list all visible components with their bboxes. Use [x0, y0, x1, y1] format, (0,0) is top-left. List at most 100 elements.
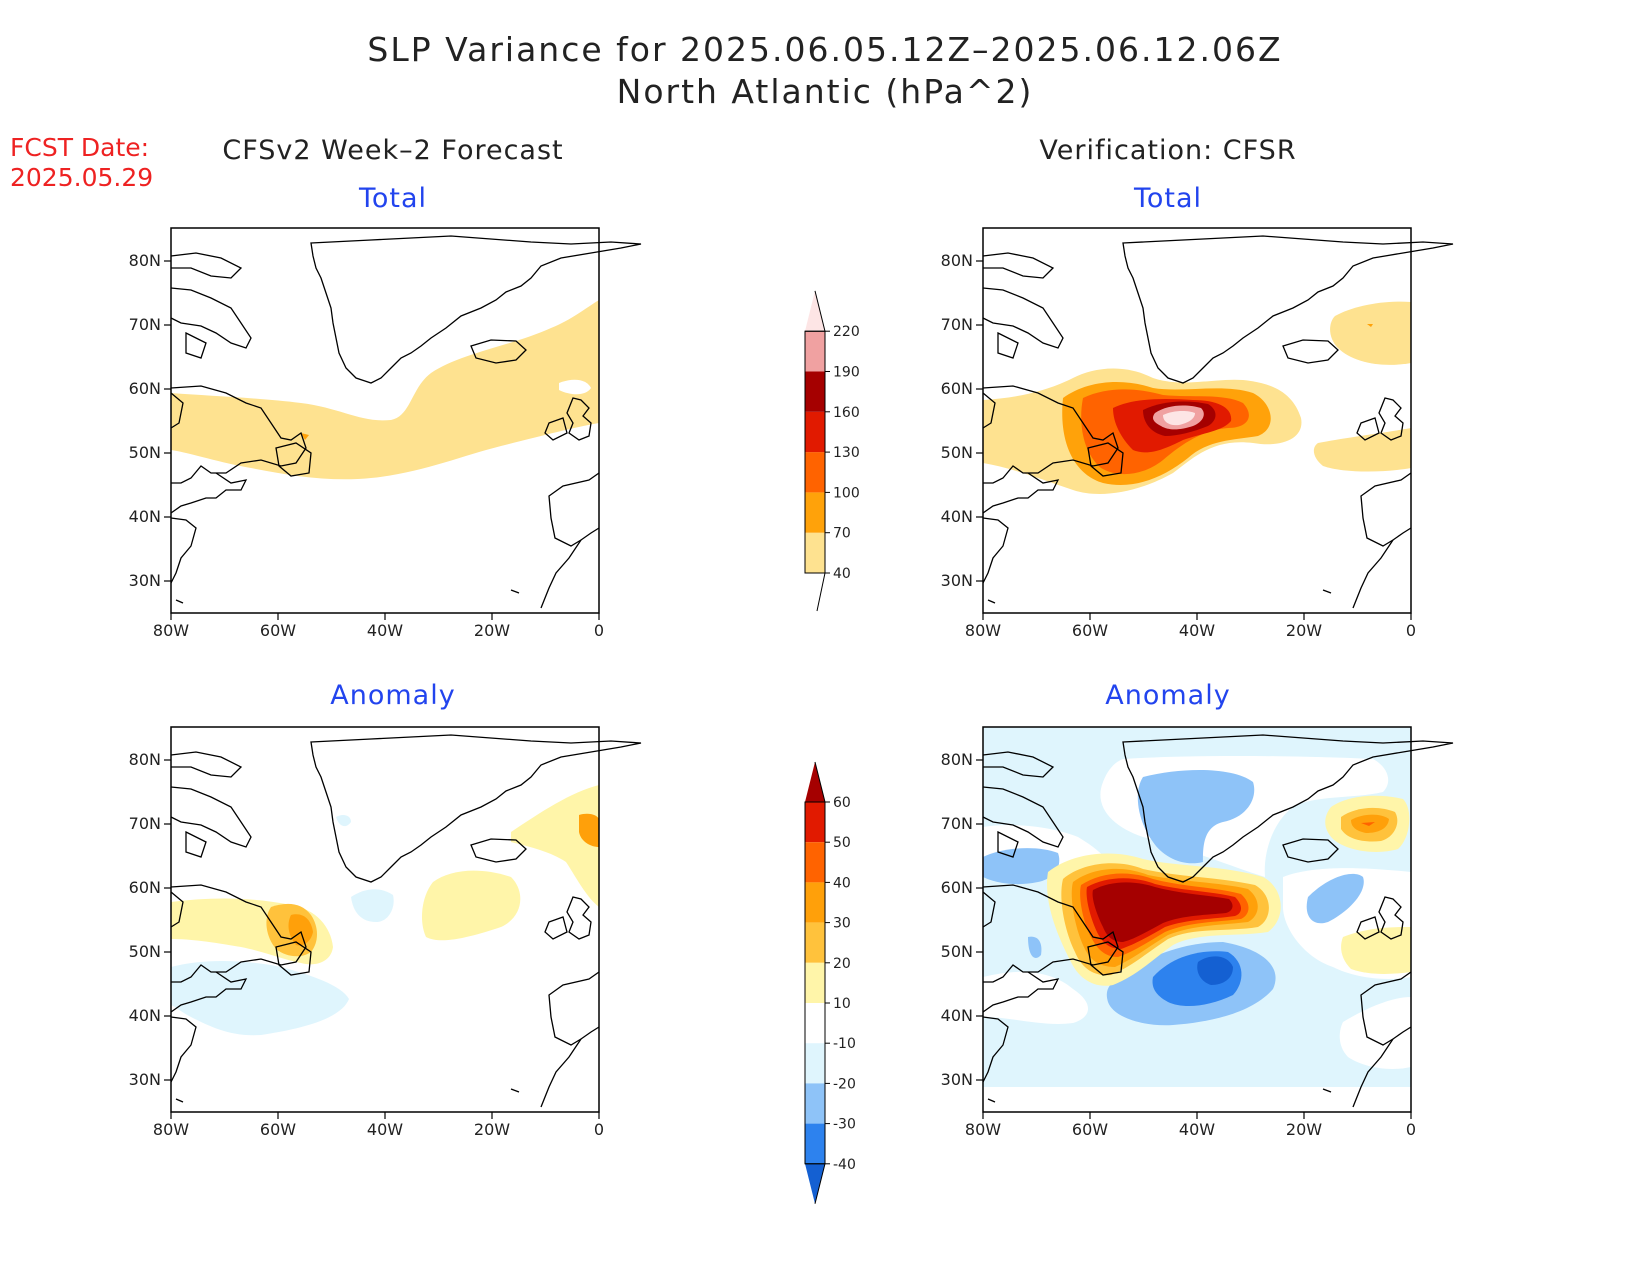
- forecast-total-lat-label: 40N: [128, 507, 161, 526]
- forecast-anomaly-lon-label: 0: [593, 1120, 605, 1139]
- forecast-total-lat-label: 50N: [128, 443, 161, 462]
- verification-total-north-patch: [1330, 301, 1411, 365]
- total-colorbar-label: 130: [833, 445, 860, 461]
- anomaly-colorbar-box: [805, 1043, 825, 1084]
- forecast-anomaly-pos30: [288, 914, 313, 946]
- forecast-anomaly-neg10-north: [336, 814, 351, 827]
- anomaly-colorbar-label: 40: [833, 875, 851, 891]
- anomaly-colorbar-border: [804, 801, 826, 1165]
- total-colorbar-label: 190: [833, 365, 860, 381]
- verification-anomaly-lat-label: 40N: [940, 1006, 973, 1025]
- forecast-anomaly-lon-label: 60W: [259, 1120, 297, 1139]
- anomaly-colorbar-box: [805, 1003, 825, 1044]
- verification-anomaly-white-south: [983, 1087, 1411, 1112]
- forecast-total-panel: [163, 227, 642, 621]
- verification-anomaly-subtitle: Anomaly: [1105, 680, 1231, 711]
- anomaly-colorbar-box: [805, 802, 825, 843]
- verification-total-lon-label: 80W: [964, 621, 1002, 640]
- forecast-anomaly-panel: [163, 726, 642, 1120]
- forecast-total-lon-label: 60W: [259, 621, 297, 640]
- total-colorbar: 40 70 100 130 160 190 220: [804, 290, 860, 612]
- forecast-total-lat-label: 60N: [128, 379, 161, 398]
- anomaly-colorbar-label: 20: [833, 956, 851, 972]
- forecast-total-lon-label: 0: [593, 621, 605, 640]
- verification-anomaly-neg20-west: [983, 848, 1060, 885]
- total-colorbar-box: [805, 371, 825, 412]
- forecast-anomaly-lon-label: 40W: [366, 1120, 404, 1139]
- forecast-anomaly-pos10-east: [511, 785, 599, 907]
- verification-anomaly-pos10-east: [1341, 927, 1411, 974]
- forecast-anomaly-pos10-mid: [421, 870, 521, 941]
- anomaly-colorbar-box: [805, 1123, 825, 1164]
- anomaly-colorbar-label: -30: [833, 1117, 856, 1133]
- forecast-anomaly-lat-label: 60N: [128, 878, 161, 897]
- verification-anomaly-pos40-north: [1361, 822, 1375, 826]
- figure-title-line2: North Atlantic (hPa^2): [616, 72, 1034, 111]
- verification-anomaly-lon-label: 80W: [964, 1120, 1002, 1139]
- anomaly-colorbar-box: [805, 962, 825, 1003]
- verification-total-lat-label: 40N: [940, 507, 973, 526]
- total-colorbar-box: [805, 532, 825, 573]
- anomaly-colorbar-box: [805, 1083, 825, 1124]
- verification-anomaly-lon-label: 60W: [1071, 1120, 1109, 1139]
- verification-total-lat-label: 30N: [940, 571, 973, 590]
- verification-anomaly-lon-label: 20W: [1285, 1120, 1323, 1139]
- forecast-anomaly-pos30-east: [579, 813, 599, 847]
- verification-total-lat-label: 70N: [940, 315, 973, 334]
- total-colorbar-box: [805, 452, 825, 493]
- verification-anomaly-lat-label: 50N: [940, 942, 973, 961]
- verification-anomaly-lat-label: 80N: [940, 750, 973, 769]
- anomaly-colorbar-lower-tail: [805, 1163, 826, 1204]
- verification-anomaly-white-sw: [983, 971, 1088, 1024]
- forecast-total-lat-label: 30N: [128, 571, 161, 590]
- forecast-anomaly-lat-label: 50N: [128, 942, 161, 961]
- anomaly-colorbar: 60 50 40 30 20 10 -10 -20 -30 -40: [804, 761, 856, 1204]
- verification-total-lon-label: 40W: [1178, 621, 1216, 640]
- verification-total-contour-220: [1163, 410, 1195, 426]
- verification-column-title: Verification: CFSR: [1039, 135, 1297, 166]
- forecast-total-lon-label: 40W: [366, 621, 404, 640]
- verification-anomaly-neg20-small: [1028, 936, 1042, 958]
- forecast-anomaly-neg10-south: [171, 961, 349, 1036]
- verification-anomaly-panel: [975, 726, 1454, 1120]
- forecast-total-lat-label: 70N: [128, 315, 161, 334]
- verification-anomaly-lat-label: 30N: [940, 1070, 973, 1089]
- verification-anomaly-neg40: [1197, 956, 1233, 985]
- total-colorbar-label: 40: [833, 566, 851, 582]
- forecast-anomaly-lat-label: 40N: [128, 1006, 161, 1025]
- anomaly-colorbar-box: [805, 922, 825, 963]
- forecast-anomaly-lat-label: 30N: [128, 1070, 161, 1089]
- verification-total-lon-label: 20W: [1285, 621, 1323, 640]
- verification-total-small-70: [1367, 324, 1373, 327]
- anomaly-colorbar-label: 30: [833, 916, 851, 932]
- anomaly-colorbar-label: -10: [833, 1036, 856, 1052]
- anomaly-colorbar-label: -40: [833, 1157, 856, 1173]
- anomaly-colorbar-label: 50: [833, 835, 851, 851]
- anomaly-colorbar-label: 60: [833, 795, 851, 811]
- verification-anomaly-white-se: [1339, 997, 1411, 1069]
- verification-anomaly-lon-label: 0: [1405, 1120, 1417, 1139]
- verification-anomaly-pos60: [1092, 882, 1233, 942]
- total-colorbar-label: 220: [833, 324, 860, 340]
- forecast-anomaly-lon-label: 80W: [152, 1120, 190, 1139]
- forecast-total-lon-label: 80W: [152, 621, 190, 640]
- forecast-anomaly-lat-label: 70N: [128, 814, 161, 833]
- verification-anomaly-neg20-north: [1137, 770, 1255, 864]
- fcst-date-value: 2025.05.29: [10, 163, 154, 192]
- anomaly-colorbar-label: -20: [833, 1076, 856, 1092]
- verification-total-lat-label: 50N: [940, 443, 973, 462]
- verification-anomaly-neg20-east: [1306, 873, 1364, 924]
- anomaly-colorbar-label: 10: [833, 996, 851, 1012]
- total-colorbar-box: [805, 411, 825, 453]
- forecast-anomaly-subtitle: Anomaly: [330, 680, 456, 711]
- forecast-anomaly-lon-label: 20W: [473, 1120, 511, 1139]
- verification-anomaly-lon-label: 40W: [1178, 1120, 1216, 1139]
- verification-total-lon-label: 60W: [1071, 621, 1109, 640]
- anomaly-colorbar-upper-tail: [805, 761, 826, 803]
- total-colorbar-box: [805, 331, 825, 372]
- total-colorbar-upper-tail: [805, 290, 826, 332]
- fcst-date-label: FCST Date:: [10, 133, 150, 162]
- forecast-total-lon-label: 20W: [473, 621, 511, 640]
- total-colorbar-box: [805, 492, 825, 533]
